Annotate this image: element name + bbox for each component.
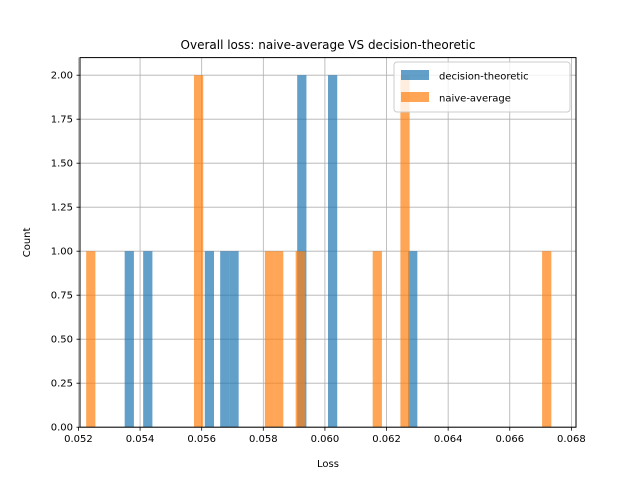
x-tick-label: 0.056: [187, 434, 216, 445]
x-tick-label: 0.060: [311, 434, 340, 445]
legend-label-decision-theoretic: decision-theoretic: [439, 72, 529, 83]
x-tick-label: 0.054: [126, 434, 155, 445]
histogram-bars: [86, 75, 552, 428]
bar-naive-average: [295, 251, 305, 428]
y-tick-label: 2.00: [51, 71, 73, 82]
y-axis-label: Count: [22, 227, 33, 257]
bar-decision-theoretic: [229, 251, 239, 428]
x-tick-label: 0.066: [495, 434, 524, 445]
y-tick-label: 0.50: [51, 335, 73, 346]
legend-swatch-naive-average: [401, 92, 429, 102]
bar-naive-average: [542, 251, 552, 428]
legend-label-naive-average: naive-average: [439, 94, 511, 105]
y-tick-label: 0.75: [51, 291, 73, 302]
bar-decision-theoretic: [220, 251, 230, 428]
legend: decision-theoretic naive-average: [393, 61, 571, 113]
bar-decision-theoretic: [328, 75, 338, 428]
bar-decision-theoretic: [408, 251, 418, 428]
y-tick-label: 0.00: [51, 423, 73, 434]
y-tick-label: 0.25: [51, 379, 73, 390]
bar-naive-average: [193, 75, 204, 428]
x-tick-label: 0.064: [434, 434, 463, 445]
legend-swatch-decision-theoretic: [401, 70, 429, 80]
bar-naive-average: [400, 75, 410, 428]
bar-decision-theoretic: [143, 251, 153, 428]
chart-title: Overall loss: naive-average VS decision-…: [181, 38, 476, 52]
bar-decision-theoretic: [124, 251, 134, 428]
plot-area-frame: [79, 57, 577, 428]
y-tick-label: 1.50: [51, 159, 73, 170]
x-axis-label: Loss: [317, 459, 339, 470]
axis-ticks: 0.052 0.054 0.056 0.058 0.060 0.062 0.064 0.066…: [51, 71, 586, 446]
legend-frame: [393, 61, 571, 113]
y-tick-label: 1.25: [51, 203, 73, 214]
x-tick-label: 0.062: [372, 434, 401, 445]
x-tick-label: 0.068: [557, 434, 586, 445]
bar-naive-average: [264, 251, 275, 428]
y-tick-label: 1.00: [51, 247, 73, 258]
bar-naive-average: [372, 251, 382, 428]
bar-decision-theoretic: [204, 251, 215, 428]
bar-naive-average: [274, 251, 284, 428]
x-tick-label: 0.058: [249, 434, 278, 445]
y-tick-label: 1.75: [51, 115, 73, 126]
bar-naive-average: [86, 251, 96, 428]
x-tick-label: 0.052: [64, 434, 93, 445]
